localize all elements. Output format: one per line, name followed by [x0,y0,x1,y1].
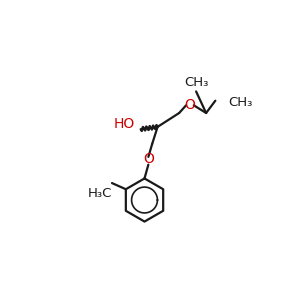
Text: O: O [143,152,154,166]
Text: O: O [184,98,195,112]
Text: HO: HO [114,117,135,131]
Text: CH₃: CH₃ [185,76,209,89]
Text: H₃C: H₃C [88,187,112,200]
Text: CH₃: CH₃ [228,96,252,109]
